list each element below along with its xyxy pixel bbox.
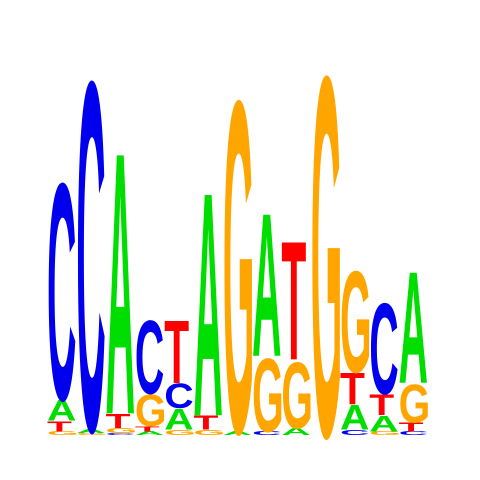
logo-letter-a: A [194, 128, 223, 480]
logo-letter-g: G [194, 429, 226, 437]
logo-letter-c: C [369, 278, 398, 422]
logo-letter-g: G [281, 343, 313, 448]
logo-letter-a: A [252, 171, 281, 400]
logo-column-8: CGA [252, 171, 284, 454]
logo-letter-c: C [164, 378, 193, 417]
logo-letter-c: C [47, 119, 76, 465]
logo-letter-t: T [340, 365, 365, 415]
logo-letter-c: C [106, 433, 136, 436]
logo-column-7: AG [223, 3, 255, 480]
logo-letter-c: C [399, 431, 428, 437]
logo-letter-c: C [76, 0, 105, 480]
logo-letter-g: G [135, 386, 167, 436]
logo-letter-t: T [47, 418, 72, 435]
logo-letter-t: T [281, 207, 306, 397]
logo-column-10: G [311, 0, 343, 480]
logo-letter-c: C [135, 299, 164, 416]
logo-letter-g: G [311, 0, 343, 480]
logo-letter-a: A [340, 399, 369, 438]
logo-letter-a: A [369, 411, 398, 436]
logo-letter-a: A [164, 403, 193, 437]
logo-letter-c: C [252, 431, 281, 437]
logo-letter-g: G [340, 241, 372, 403]
logo-letter-a: A [106, 75, 135, 480]
logo-letter-a: A [281, 426, 310, 437]
logo-letter-g: G [223, 3, 255, 480]
logo-letter-t: T [164, 302, 189, 403]
logo-letter-a: A [47, 394, 76, 428]
logo-letter-t: T [106, 410, 131, 432]
logo-column-6: GTA [194, 128, 226, 480]
logo-letter-a: A [76, 429, 105, 435]
logo-letter-a: A [223, 431, 252, 437]
logo-letter-g: G [106, 427, 138, 435]
logo-letter-t: T [135, 425, 160, 433]
logo-letter-t: T [399, 421, 425, 435]
logo-letter-g: G [164, 429, 196, 437]
logo-letter-c: C [340, 429, 369, 437]
logo-letter-a: A [135, 431, 164, 437]
logo-letter-t: T [369, 388, 394, 422]
logo-letter-g: G [76, 433, 108, 436]
logo-column-9: AGT [281, 207, 313, 449]
logo-column-2: GAC [76, 0, 108, 480]
logo-letter-g: G [47, 431, 79, 437]
logo-letter-g: G [369, 431, 401, 437]
logo-letter-g: G [399, 374, 431, 435]
logo-letter-t: T [194, 412, 219, 434]
logo-letter-g: G [252, 336, 284, 453]
logo-letter-a: A [399, 238, 428, 418]
